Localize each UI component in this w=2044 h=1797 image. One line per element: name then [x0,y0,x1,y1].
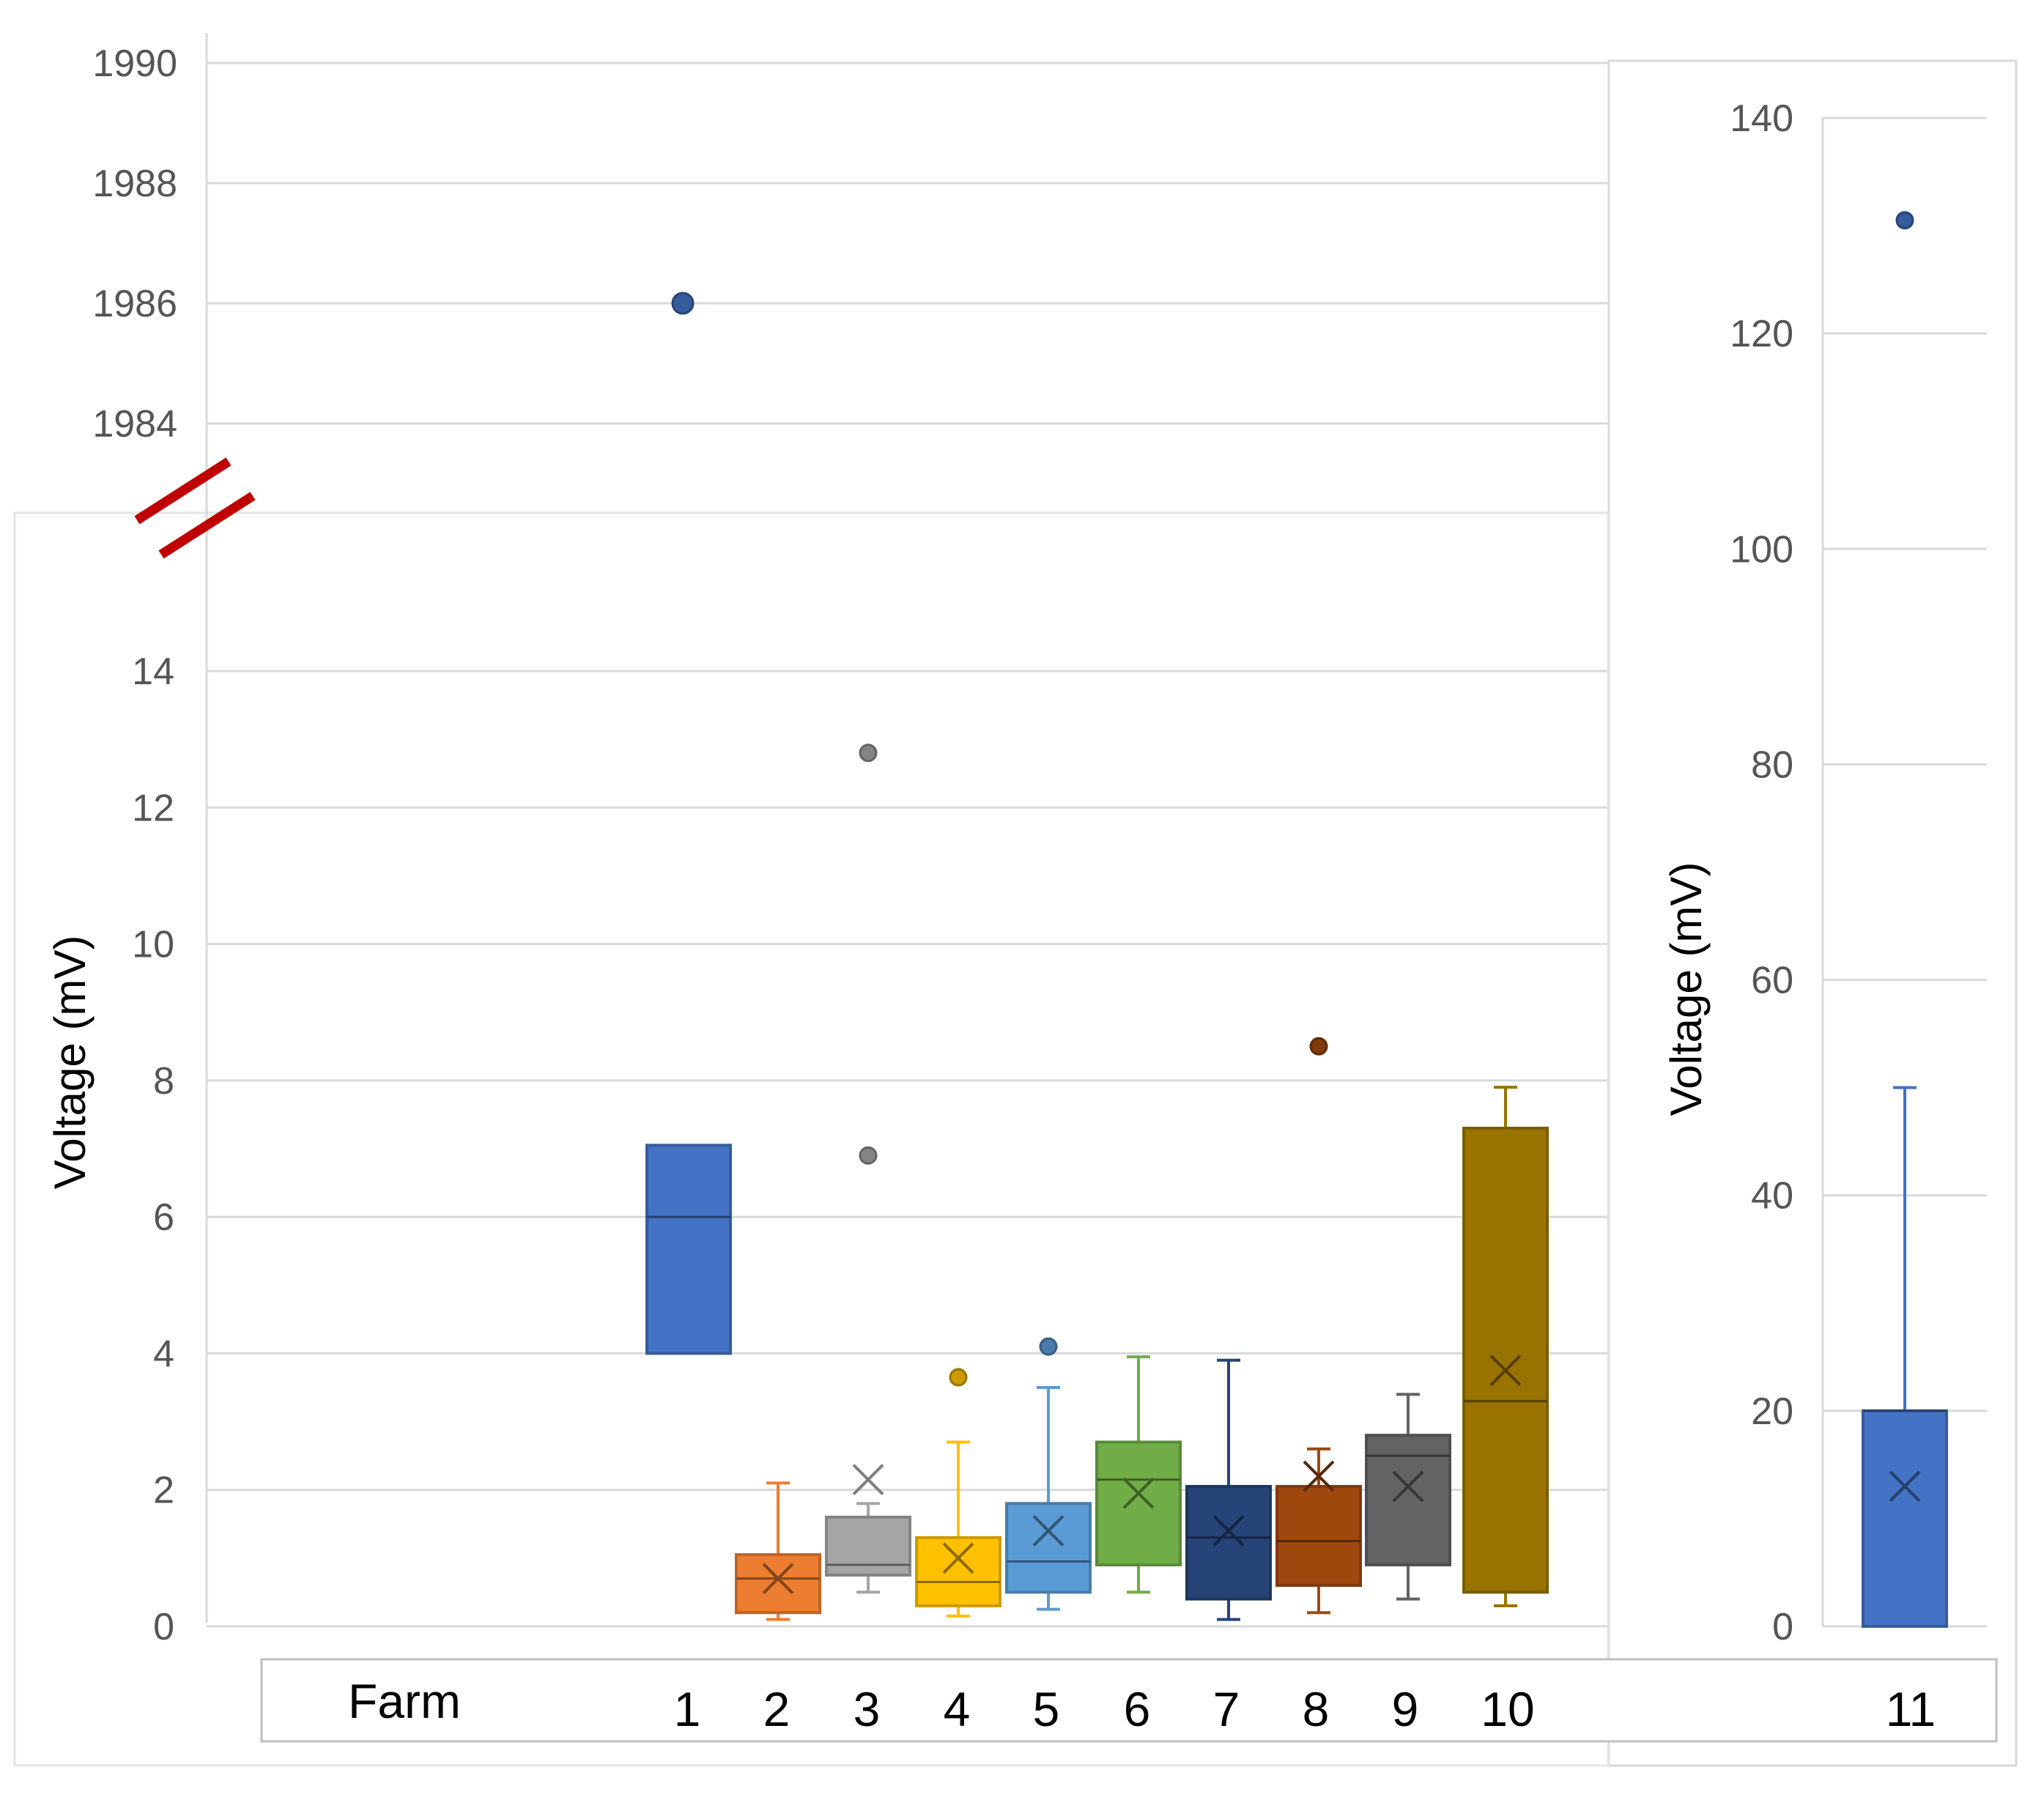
y-tick-label: 60 [1751,960,1793,1002]
outlier-point [949,1368,968,1387]
category-labels: 1 2 3 4 5 6 7 8 9 10 11 [674,1682,1936,1736]
category-label: 1 [674,1682,701,1736]
outlier-point [1309,1037,1328,1056]
farm-axis-label: Farm [348,1674,461,1728]
inset-y-axis-title: Voltage (mV) [1662,862,1711,1116]
y-tick-label: 120 [1730,313,1793,355]
y-tick-label: 1988 [92,163,177,205]
box-iqr [1275,1485,1362,1587]
y-tick-label: 4 [153,1333,174,1375]
box-farm-10 [1462,1086,1549,1608]
box-farm-3 [825,744,911,1594]
y-tick-label: 2 [153,1470,174,1512]
category-label: 7 [1213,1682,1240,1736]
box-iqr [1185,1485,1272,1601]
y-tick-label: 80 [1751,744,1793,786]
box-series [645,211,1948,1629]
mean-marker [1122,1477,1155,1509]
box-farm-4 [915,1368,1001,1618]
box-farm-1 [645,292,732,1355]
mean-marker [762,1563,794,1595]
category-label: 10 [1481,1682,1534,1736]
mean-marker [942,1542,974,1574]
box-farm-5 [1005,1337,1092,1611]
y-axis-title: Voltage (mV) [45,935,95,1190]
y-tick-label: 6 [153,1196,174,1239]
box-farm-8 [1275,1037,1362,1615]
y-tick-label: 8 [153,1060,174,1103]
category-label-bar [260,1658,1998,1743]
main-gridlines [207,62,1609,1628]
category-label: 3 [853,1682,881,1736]
y-tick-label: 10 [132,924,174,966]
axis-break-line [158,492,256,559]
outlier-point [859,1146,878,1165]
y-tick-label: 1986 [92,283,177,325]
outlier-point [671,292,695,315]
mean-marker [1392,1470,1424,1503]
box-farm-9 [1365,1393,1451,1601]
inset-gridlines [1823,116,1987,1628]
box-farm-2 [735,1481,821,1621]
lower-panel-frame [13,511,1610,1767]
mean-marker [1032,1515,1064,1547]
y-tick-label: 1990 [92,42,177,85]
box-iqr [645,1144,732,1355]
mean-marker [1889,1470,1921,1503]
box-farm-6 [1095,1355,1182,1594]
category-label: 9 [1392,1682,1419,1736]
mean-marker [852,1464,884,1496]
y-tick-label: 0 [1772,1606,1793,1648]
y-tick-label: 1984 [92,403,177,445]
mean-marker [1489,1355,1522,1387]
box-iqr [1462,1127,1549,1594]
y-tick-label: 14 [132,651,174,693]
y-tick-label: 0 [153,1606,174,1648]
category-label: 4 [944,1682,971,1736]
axis-break-marks [134,457,256,559]
category-label: 11 [1886,1682,1936,1736]
y-tick-label: 20 [1751,1390,1793,1433]
box-iqr [1862,1409,1948,1629]
box-iqr [825,1515,911,1577]
box-iqr [735,1553,821,1615]
outlier-point [1895,211,1914,230]
outlier-point [859,744,878,763]
box-iqr [1005,1502,1092,1594]
category-label: 5 [1033,1682,1060,1736]
y-tick-label: 12 [132,787,174,829]
category-label: 6 [1124,1682,1151,1736]
category-label: 2 [763,1682,790,1736]
inset-panel-frame [1607,59,2018,1767]
box-iqr [1365,1434,1451,1567]
y-tick-label: 100 [1730,528,1793,571]
category-label: 8 [1303,1682,1330,1736]
inset-y-tick-labels: 0 20 40 60 80 100 120 140 [1730,97,1793,1648]
axis-break-line [134,457,232,525]
box-farm-7 [1185,1358,1272,1621]
y-tick-label: 40 [1751,1175,1793,1218]
box-farm-11 [1862,211,1948,1629]
box-iqr [1095,1440,1182,1567]
y-tick-label: 140 [1730,97,1793,140]
lower-y-tick-labels: 0 2 4 6 8 10 12 14 [132,651,174,1648]
mean-marker [1212,1515,1245,1547]
upper-y-tick-labels: 1984 1986 1988 1990 [92,42,177,445]
box-iqr [915,1535,1001,1608]
outlier-point [1039,1337,1058,1356]
mean-marker [1303,1460,1335,1492]
